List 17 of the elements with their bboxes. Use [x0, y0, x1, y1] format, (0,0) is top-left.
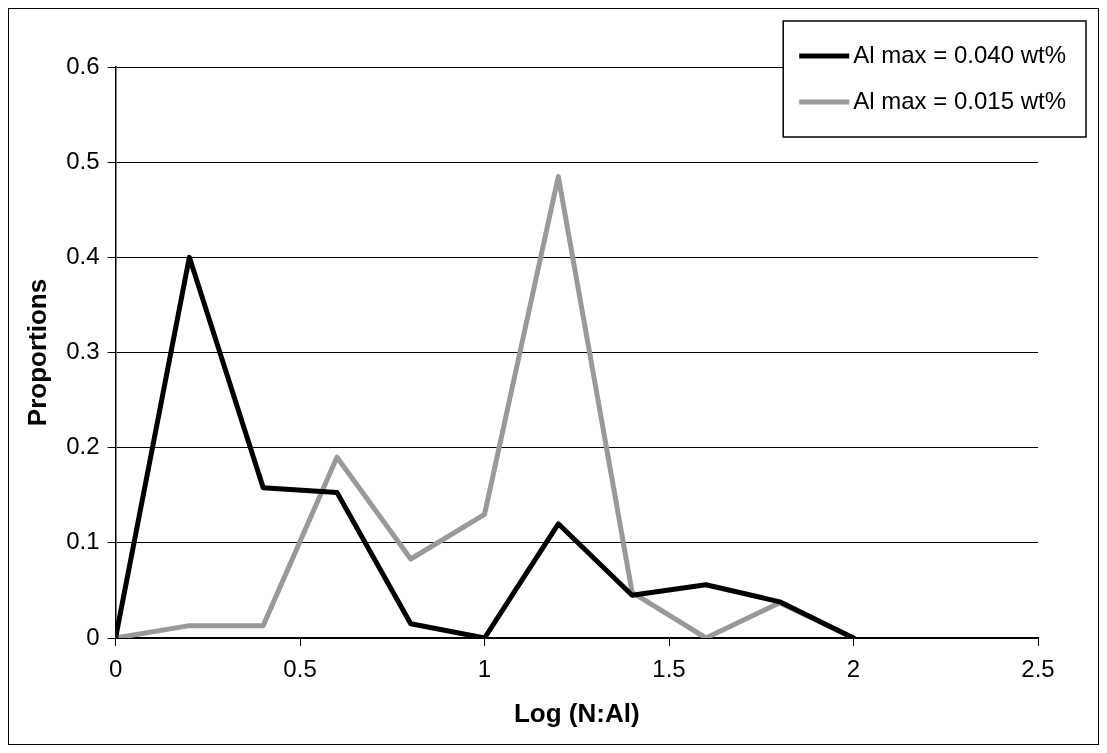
x-tick-label: 1 [477, 655, 492, 683]
legend-label: Al max = 0.015 wt% [853, 86, 1066, 114]
x-tick-label: 2.5 [1021, 655, 1055, 683]
x-tick-label: 2 [846, 655, 861, 683]
y-tick-label: 0.1 [66, 527, 100, 555]
x-axis-title: Log (N:Al) [513, 697, 640, 728]
x-tick-label: 1.5 [652, 655, 686, 683]
y-tick-label: 0.3 [66, 337, 100, 365]
y-tick-label: 0 [86, 622, 100, 650]
x-tick-label: 0 [108, 655, 123, 683]
y-axis-title: Proportions [21, 278, 52, 427]
y-tick-label: 0.2 [66, 432, 100, 460]
x-tick-label: 0.5 [283, 655, 317, 683]
y-tick-label: 0.4 [66, 241, 100, 269]
y-tick-label: 0.5 [66, 146, 100, 174]
legend-label: Al max = 0.040 wt% [853, 40, 1066, 68]
y-tick-label: 0.6 [66, 51, 100, 79]
